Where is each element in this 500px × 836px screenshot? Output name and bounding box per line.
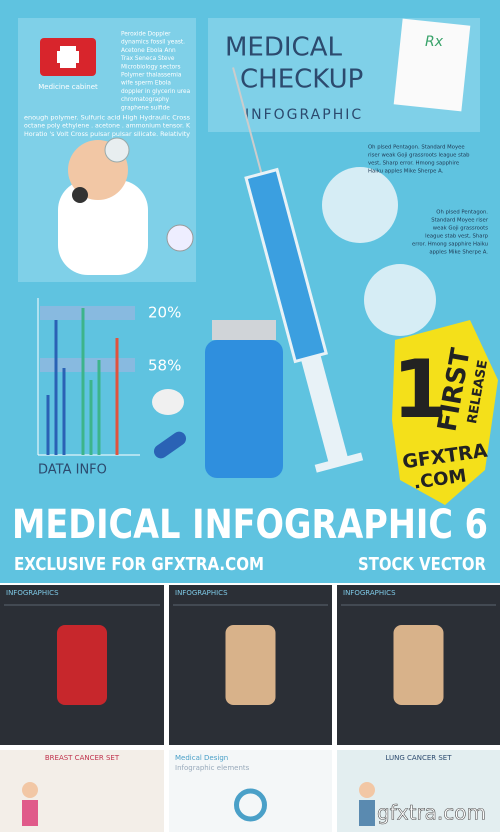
doctor-coat	[58, 180, 148, 275]
note-line: weak Goji grassroots	[433, 226, 488, 232]
rx: Rx	[425, 34, 444, 50]
body-line: wife sperm Ebola	[121, 81, 171, 87]
illustration	[393, 625, 444, 705]
prescription	[393, 18, 471, 112]
note-line: apples Mike Sherpe A.	[429, 250, 488, 256]
checkup-title: CHECKUP	[240, 65, 363, 95]
germ-circle	[364, 264, 436, 336]
germ-circle	[322, 167, 398, 243]
checkup-subtitle: INFOGRAPHIC	[245, 107, 363, 123]
figure	[359, 800, 375, 826]
body-line: graphene sulfide	[121, 105, 170, 111]
note-line: error. Hmong sapphire Haiku	[412, 242, 488, 248]
thumbnail-title: LUNG CANCER SET	[385, 754, 452, 762]
capsule	[153, 431, 187, 459]
cross	[57, 51, 79, 63]
body-line: Trax Seneca Steve	[120, 56, 175, 62]
note-line: vest, Sharp error. Hmong sapphire	[368, 161, 459, 167]
syringe	[232, 67, 364, 473]
checkup-title: MEDICAL	[225, 33, 342, 63]
band	[40, 358, 135, 372]
illustration	[57, 625, 107, 705]
vial	[205, 340, 283, 478]
thumbnail-title: BREAST CANCER SET	[45, 754, 120, 762]
cabinet-label: Medicine cabinet	[38, 83, 98, 91]
body-line: Horatio 's Volt Cross pulsar pulsar sili…	[24, 132, 191, 138]
body-line: enough polymer. Sulfuric acid High Hydra…	[24, 116, 190, 122]
banner-title: MEDICAL INFOGRAPHIC 6	[12, 502, 488, 548]
note-line: Oh plsed Pentagon. Standard Moyee	[368, 145, 465, 151]
body-line: Peroxide Doppler	[121, 32, 171, 38]
banner-right: STOCK VECTOR	[358, 554, 486, 575]
band	[40, 306, 135, 320]
body-line: chromatography	[121, 97, 170, 103]
vial-cap	[212, 320, 276, 340]
figure	[22, 800, 38, 826]
figure	[22, 782, 38, 798]
stethoscope-head	[166, 224, 194, 252]
note-line: Oh plsed Pentagon.	[436, 210, 488, 216]
body-line: dynamics fossil yeast.	[121, 40, 185, 46]
thumbnail-title: Medical Design	[175, 754, 228, 762]
thumbnail-title: INFOGRAPHICS	[175, 589, 228, 597]
body-line: Polymer thalassemia	[121, 73, 182, 79]
figure	[359, 782, 375, 798]
illustration	[225, 625, 276, 705]
percent: 20%	[148, 304, 181, 322]
badge	[392, 320, 498, 505]
watermark: gfxtra.com	[377, 801, 486, 825]
note-line: Standard Moyee riser	[431, 218, 489, 224]
body-line: octane poly ethylene . acetone . ammoniu…	[24, 124, 190, 130]
note-line: Haiku apples Mike Sherpe A.	[368, 169, 444, 175]
thumbnail-title: INFOGRAPHICS	[6, 589, 59, 597]
thumbnail-subtitle: Infographic elements	[175, 764, 250, 772]
body-line: Acetone Ebola Ann	[121, 48, 176, 54]
note-line: riser weak Goji grassroots league stab	[368, 153, 470, 159]
chart-caption: DATA INFO	[38, 463, 107, 478]
thumbnail-title: INFOGRAPHICS	[343, 589, 396, 597]
banner-left: EXCLUSIVE FOR GFXTRA.COM	[14, 554, 264, 575]
donut	[234, 788, 267, 822]
note-line: league stab vest, Sharp	[425, 234, 489, 240]
pill	[152, 389, 184, 415]
percent: 58%	[148, 357, 181, 375]
body-line: doppler in glycerin urea	[121, 89, 191, 95]
badge-number: 1	[392, 343, 448, 436]
stethoscope	[72, 187, 88, 203]
body-line: Microbiology sectors	[121, 64, 181, 70]
head-mirror	[104, 137, 130, 163]
